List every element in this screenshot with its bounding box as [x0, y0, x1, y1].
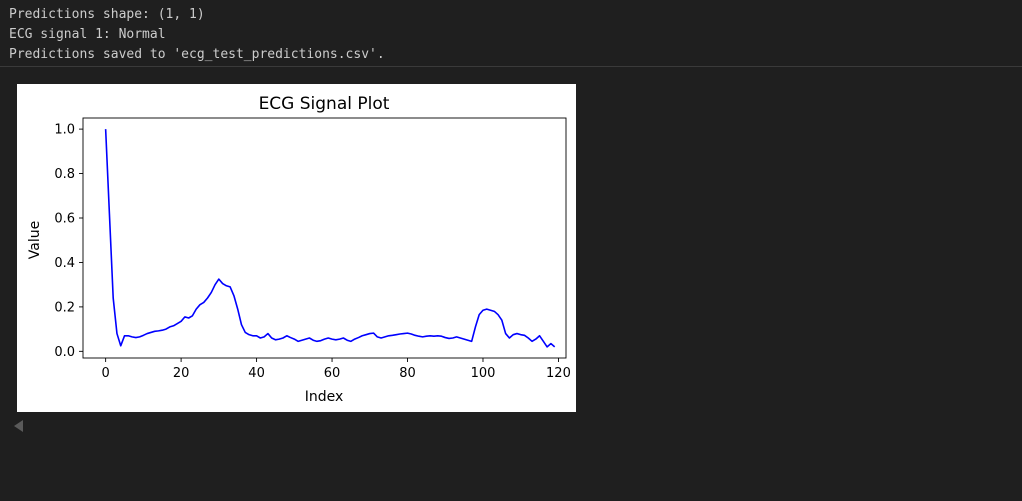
x-tick-label: 40: [248, 366, 265, 381]
y-tick-label: 1.0: [54, 123, 75, 138]
x-tick-label: 0: [102, 366, 110, 381]
scroll-left-icon[interactable]: [14, 420, 23, 432]
x-tick-label: 120: [546, 366, 571, 381]
series-line: [104, 129, 556, 348]
y-tick-label: 0.0: [54, 345, 75, 360]
output-line: ECG signal 1: Normal: [9, 27, 166, 42]
x-tick-label: 20: [173, 366, 190, 381]
plot-frame: [82, 117, 567, 359]
x-tick-label: 80: [399, 366, 416, 381]
x-axis-label: Index: [305, 389, 344, 405]
y-tick-label: 0.2: [54, 300, 75, 315]
ecg-chart: 0 20 40 60 80 100 120 0.0 0.2 0.4 0.6 0.8 1.0 ECG Si…: [27, 94, 571, 405]
output-line: Predictions saved to 'ecg_test_predictio…: [9, 47, 385, 62]
y-tick-label: 0.8: [54, 167, 75, 182]
y-axis-label: Value: [27, 221, 43, 259]
x-tick-label: 100: [471, 366, 496, 381]
output-line: Predictions shape: (1, 1): [9, 7, 205, 22]
chart-title: ECG Signal Plot: [259, 94, 390, 114]
plot-image: 0 20 40 60 80 100 120 0.0 0.2 0.4 0.6 0.8 1.0 ECG Si…: [17, 84, 576, 412]
y-tick-label: 0.4: [54, 256, 75, 271]
cell-output-text: Predictions shape: (1, 1) ECG signal 1: …: [0, 0, 1022, 67]
y-tick-label: 0.6: [54, 212, 75, 227]
x-tick-label: 60: [324, 366, 341, 381]
